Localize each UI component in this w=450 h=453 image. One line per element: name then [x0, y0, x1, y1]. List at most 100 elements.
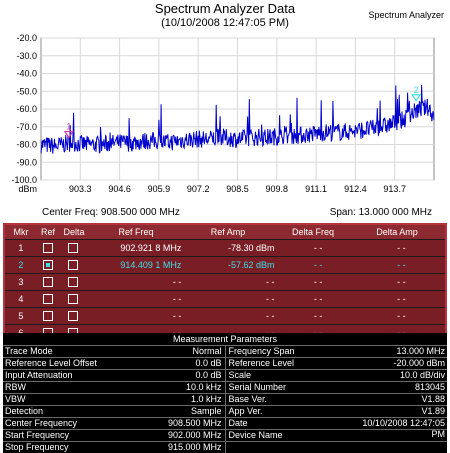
- param-label: Serial Number: [228, 382, 287, 392]
- measurement-parameters: Measurement Parameters Trace Mode Normal F…: [3, 333, 447, 453]
- spectrum-chart: -20.0 -30.0 -40.0 -50.0 -60.0 -70.0 -80.0 -90.0…: [11, 33, 435, 194]
- ref-checkbox[interactable]: [42, 243, 53, 253]
- param-label: VBW: [5, 394, 26, 404]
- col-header-ref-amp: Ref Amp: [210, 227, 246, 237]
- col-header-ref-freq: Ref Freq: [118, 227, 154, 237]
- y-tick-label: -30.0: [16, 51, 37, 61]
- param-value: [348, 442, 447, 453]
- param-value: 813045: [414, 382, 445, 392]
- ref-amp-cell: - -: [266, 294, 275, 304]
- ref-checkbox-cell: [37, 311, 59, 321]
- delta-checkbox[interactable]: [68, 277, 79, 287]
- delta-freq-cell: - -: [313, 311, 323, 321]
- delta-amp-cell: - -: [397, 260, 406, 270]
- col-header-ref: Ref: [40, 227, 55, 237]
- span-label: Span: 13.000 000 MHz: [329, 207, 432, 218]
- param-value: [348, 430, 447, 441]
- spectrum-trace: [40, 84, 435, 154]
- ref-checkbox[interactable]: [42, 277, 53, 287]
- param-label: Device Name: [228, 430, 283, 440]
- ref-amp-cell: -57.62 dBm: [228, 260, 275, 270]
- x-tick-label: 907.2: [187, 184, 210, 194]
- delta-checkbox[interactable]: [68, 311, 79, 321]
- param-label: [226, 442, 348, 453]
- marker-number: 5: [18, 311, 24, 321]
- y-tick-label: -70.0: [16, 122, 37, 132]
- delta-checkbox-cell: [59, 243, 89, 253]
- marker-number: 1: [18, 243, 24, 253]
- ref-checkbox[interactable]: [42, 294, 53, 304]
- measurement-title: Measurement Parameters: [172, 334, 278, 344]
- param-value: V1.89: [421, 406, 445, 416]
- param-row: Center Frequency 908.500 MHz Date 10/10/200…: [3, 417, 447, 439]
- delta-checkbox[interactable]: [68, 294, 79, 304]
- x-tick-label: 908.5: [226, 184, 249, 194]
- ref-amp-cell: -78.30 dBm: [228, 243, 275, 253]
- param-label: Detection: [5, 406, 44, 416]
- param-value: 915.000 MHz: [134, 442, 226, 453]
- ref-freq-cell: - -: [172, 294, 182, 304]
- param-label: App Ver.: [228, 406, 263, 416]
- param-label: Input Attenuation: [5, 370, 73, 380]
- param-label: Start Frequency: [5, 430, 70, 440]
- ref-checkbox[interactable]: [42, 311, 53, 321]
- param-label: Frequency Span: [228, 346, 295, 356]
- delta-freq-cell: - -: [313, 243, 323, 253]
- ref-checkbox-cell: [37, 277, 59, 287]
- delta-checkbox[interactable]: [68, 260, 79, 270]
- x-tick-label: 904.6: [108, 184, 131, 194]
- col-header-delta-freq: Delta Freq: [291, 227, 335, 237]
- marker-table-header: Mkr Ref Delta Ref Freq Ref Amp Delta Fre…: [5, 225, 445, 239]
- param-row: Reference Level Offset 0.0 dB Reference Le…: [3, 357, 447, 369]
- param-label: Base Ver.: [228, 394, 268, 404]
- param-label: RBW: [5, 382, 26, 392]
- ref-freq-cell: 902.921 8 MHz: [120, 243, 182, 253]
- param-value: 10.0 kHz: [134, 382, 226, 393]
- param-value: Normal: [134, 346, 226, 357]
- param-row: Trace Mode Normal Frequency Span 13.000 MHz: [3, 345, 447, 357]
- y-tick-label: -90.0: [16, 157, 37, 167]
- delta-checkbox-cell: [59, 311, 89, 321]
- delta-amp-cell: - -: [397, 311, 406, 321]
- param-row: RBW 10.0 kHz Serial Number 813045: [3, 381, 447, 393]
- ref-checkbox-cell: [37, 243, 59, 253]
- marker-triangle-icon: [63, 130, 74, 139]
- x-tick-label: 912.4: [344, 184, 367, 194]
- param-value: 13.000 MHz: [396, 346, 445, 356]
- x-tick-label: 909.8: [266, 184, 289, 194]
- ref-freq-cell: 914.409 1 MHz: [120, 260, 182, 270]
- marker-row[interactable]: 1 902.921 8 MHz -78.30 dBm - - - -: [5, 239, 445, 256]
- param-value: 10/10/2008 12:47:05 PM: [362, 418, 445, 439]
- delta-freq-cell: - -: [313, 260, 323, 270]
- marker-number: 4: [18, 294, 24, 304]
- delta-checkbox[interactable]: [68, 243, 79, 253]
- param-value: 0.0 dB: [134, 358, 226, 369]
- ref-checkbox-cell: [37, 260, 59, 270]
- param-label: Reference Level: [228, 358, 295, 368]
- param-label: Center Frequency: [5, 418, 78, 428]
- y-tick-label: -60.0: [16, 104, 37, 114]
- param-value: V1.88: [421, 394, 445, 404]
- x-tick-label: 905.9: [148, 184, 171, 194]
- delta-checkbox-cell: [59, 294, 89, 304]
- x-tick-label: 911.1: [305, 184, 327, 194]
- param-value: 908.500 MHz: [134, 418, 226, 429]
- ref-checkbox[interactable]: [42, 260, 53, 270]
- marker-row[interactable]: 2 914.409 1 MHz -57.62 dBm - - - -: [5, 256, 445, 273]
- delta-amp-cell: - -: [397, 277, 406, 287]
- x-tick-label: 913.7: [383, 184, 406, 194]
- param-row: Input Attenuation 0.0 dB Scale 10.0 dB/div: [3, 369, 447, 381]
- marker-row[interactable]: 4 - - - - - - - -: [5, 290, 445, 307]
- chart-timestamp: (10/10/2008 12:47:05 PM): [161, 17, 289, 29]
- param-value: -20.000 dBm: [393, 358, 445, 368]
- ref-amp-cell: - -: [266, 277, 275, 287]
- marker-table: Mkr Ref Delta Ref Freq Ref Amp Delta Fre…: [3, 223, 447, 343]
- marker-row[interactable]: 3 - - - - - - - -: [5, 273, 445, 290]
- param-value: 0.0 dB: [134, 370, 226, 381]
- y-tick-label: -40.0: [16, 69, 37, 79]
- marker-row[interactable]: 5 - - - - - - - -: [5, 307, 445, 324]
- delta-amp-cell: - -: [397, 243, 406, 253]
- delta-amp-cell: - -: [397, 294, 406, 304]
- marker-number: 3: [18, 277, 24, 287]
- delta-freq-cell: - -: [313, 277, 323, 287]
